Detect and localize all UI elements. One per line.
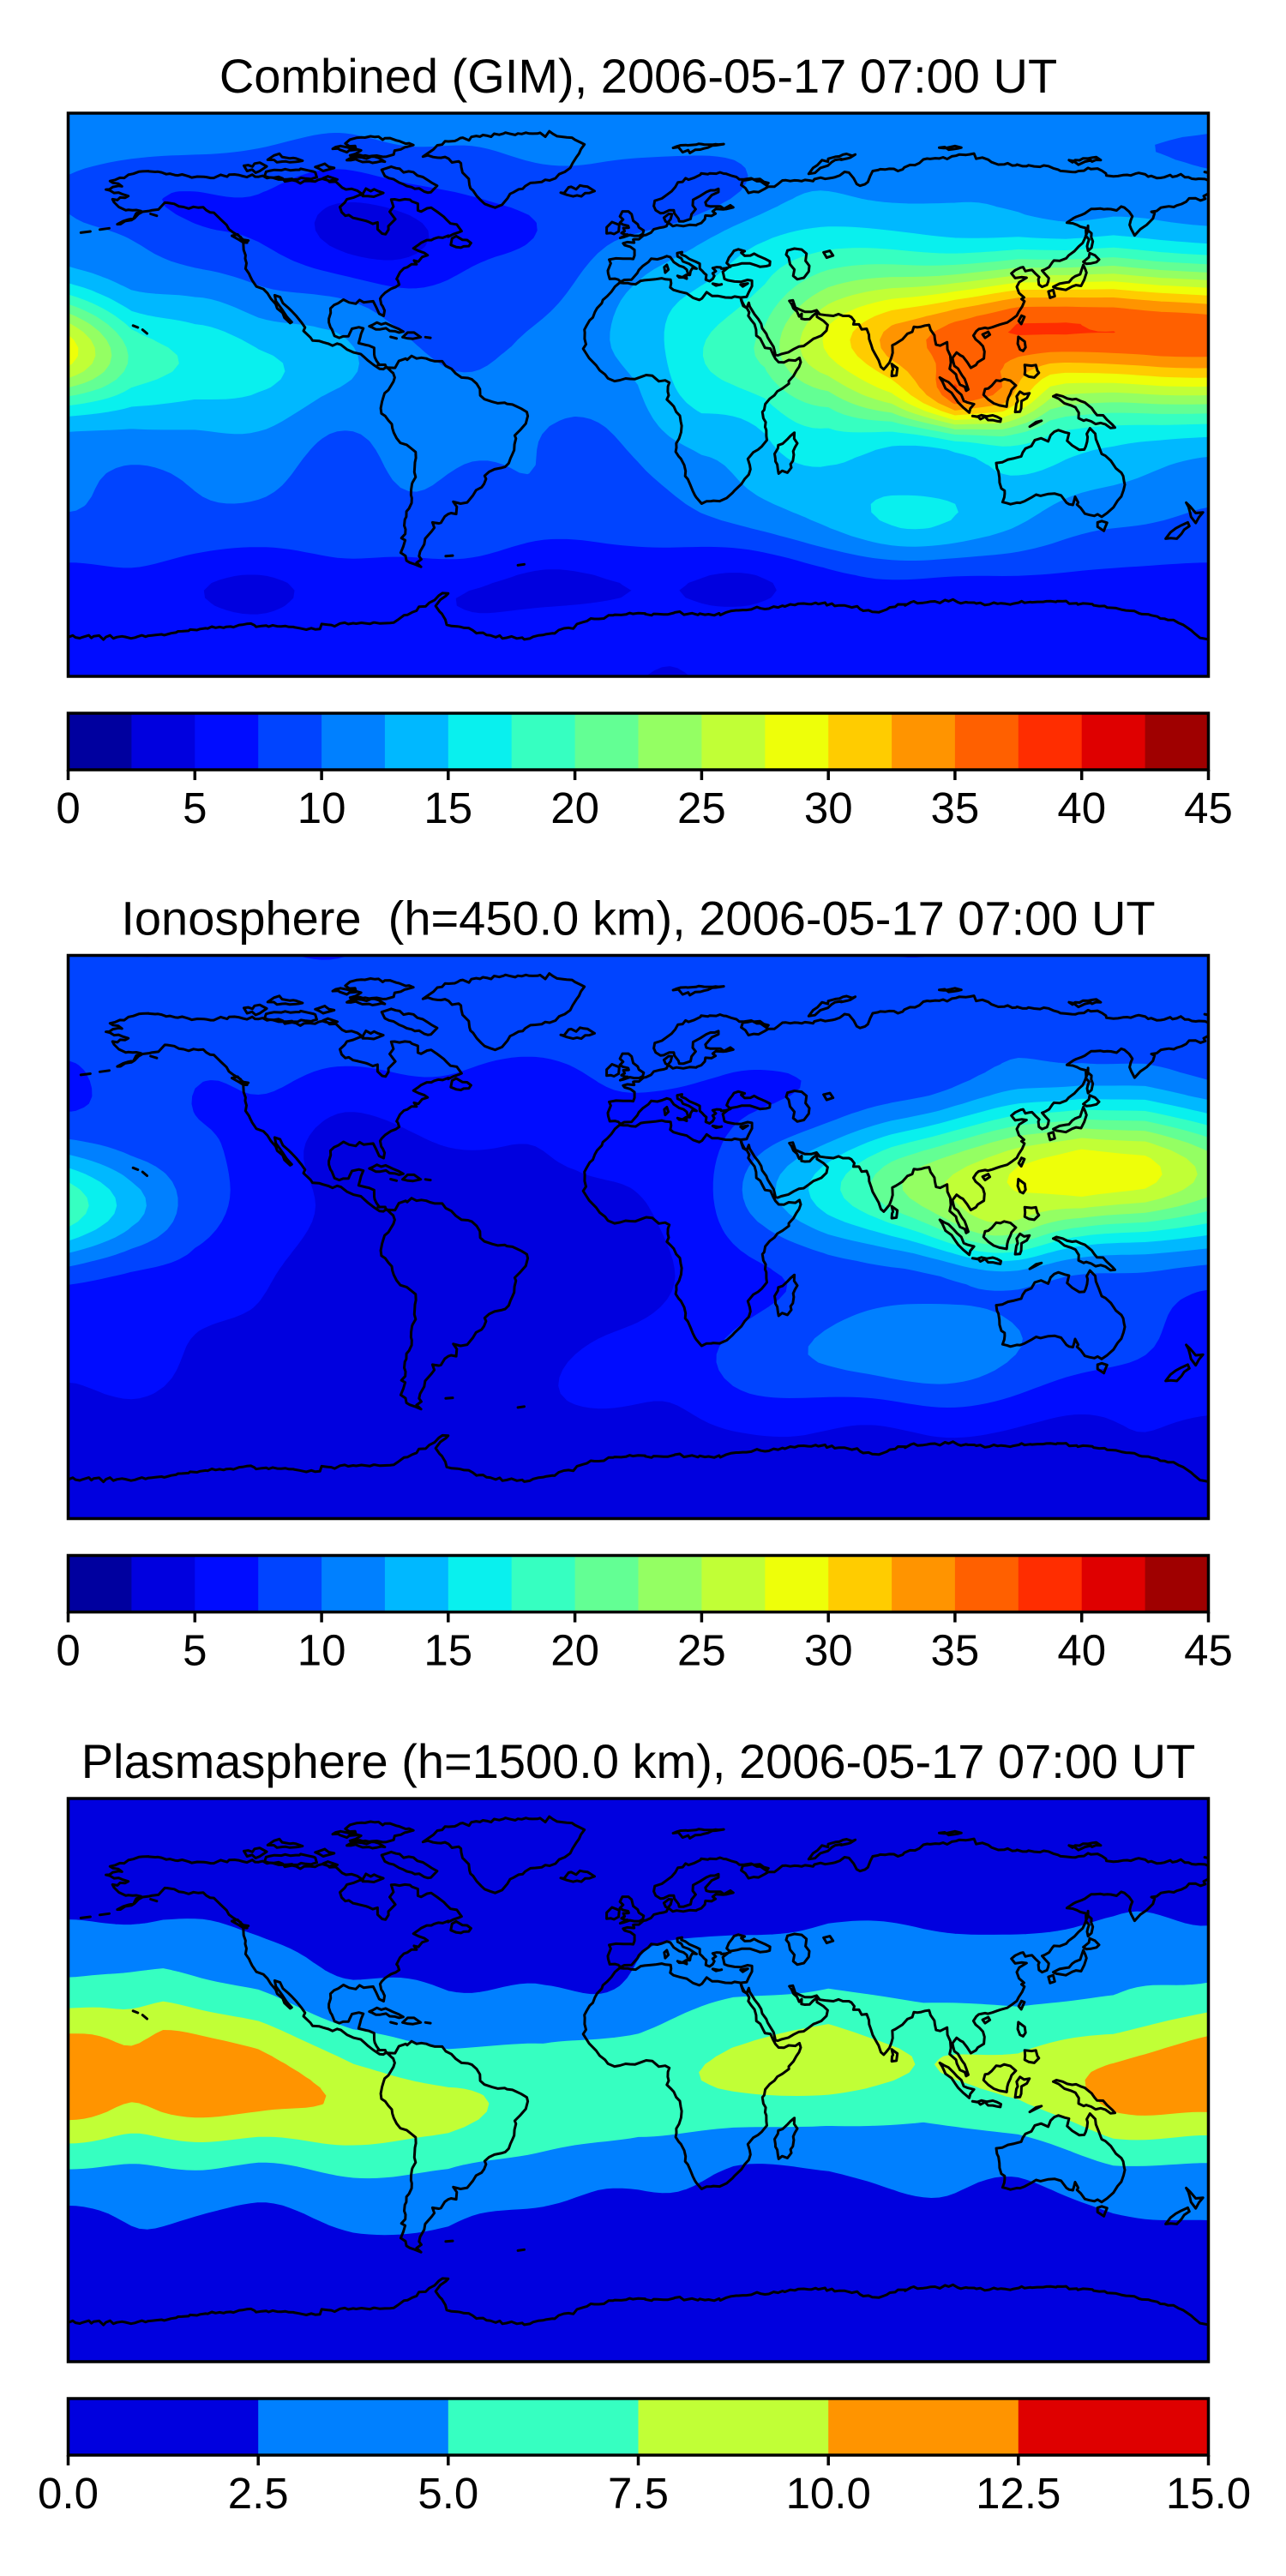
- svg-text:35: 35: [931, 784, 980, 832]
- svg-text:2.5: 2.5: [228, 2469, 289, 2518]
- svg-text:0: 0: [56, 784, 80, 832]
- svg-text:5: 5: [183, 1626, 207, 1675]
- svg-text:12.5: 12.5: [976, 2469, 1061, 2518]
- svg-text:15: 15: [424, 1626, 472, 1675]
- svg-text:Ionosphere (h=450.0 km), 2006: Ionosphere (h=450.0 km), 2006-05-17 07:0…: [121, 892, 1155, 946]
- svg-text:5.0: 5.0: [418, 2469, 478, 2518]
- svg-text:25: 25: [677, 1626, 726, 1675]
- svg-text:15: 15: [424, 784, 472, 832]
- svg-text:40: 40: [1057, 784, 1106, 832]
- svg-text:30: 30: [804, 1626, 853, 1675]
- svg-text:5: 5: [183, 784, 207, 832]
- svg-text:40: 40: [1057, 1626, 1106, 1675]
- svg-text:20: 20: [550, 1626, 599, 1675]
- svg-text:10.0: 10.0: [786, 2469, 871, 2518]
- svg-text:Combined (GIM), 2006-05-17 07:: Combined (GIM), 2006-05-17 07:00 UT: [219, 49, 1057, 103]
- svg-text:Plasmasphere (h=1500.0 km), 20: Plasmasphere (h=1500.0 km), 2006-05-17 0…: [81, 1734, 1196, 1788]
- svg-text:45: 45: [1184, 1626, 1233, 1675]
- svg-text:0.0: 0.0: [38, 2469, 99, 2518]
- svg-text:35: 35: [931, 1626, 980, 1675]
- svg-text:45: 45: [1184, 784, 1233, 832]
- svg-text:30: 30: [804, 784, 853, 832]
- svg-text:0: 0: [56, 1626, 80, 1675]
- svg-text:20: 20: [550, 784, 599, 832]
- svg-text:10: 10: [297, 1626, 346, 1675]
- svg-text:25: 25: [677, 784, 726, 832]
- svg-text:10: 10: [297, 784, 346, 832]
- svg-text:15.0: 15.0: [1166, 2469, 1251, 2518]
- svg-text:7.5: 7.5: [608, 2469, 669, 2518]
